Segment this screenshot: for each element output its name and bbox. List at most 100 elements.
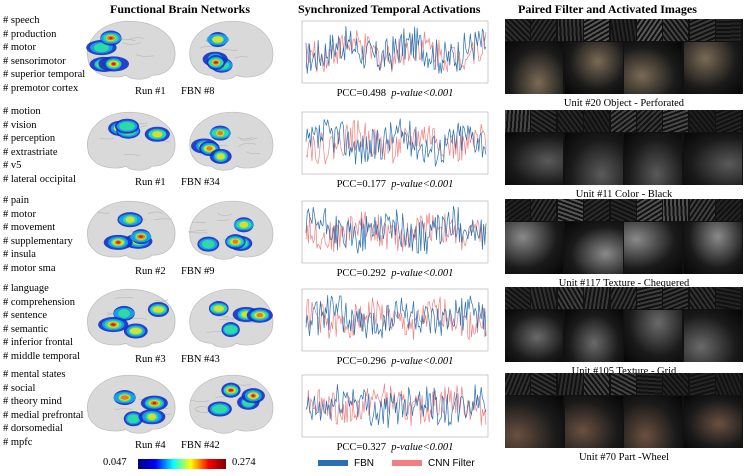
temporal-plot: [300, 111, 490, 179]
pcc-value: PCC=0.177: [336, 179, 386, 190]
term-item: # motion: [3, 106, 41, 117]
filter-tile: [716, 19, 742, 41]
fbn-series: [305, 206, 487, 255]
term-item: # extrastriate: [3, 146, 58, 158]
cnn-filter-series: [305, 296, 487, 341]
term-item: # middle temporal: [3, 350, 80, 362]
activated-image-tile: [505, 310, 563, 362]
term-item: # medial prefrontal: [3, 409, 84, 421]
pcc-value: PCC=0.292: [336, 268, 386, 279]
activated-image-tile: [564, 310, 623, 362]
term-item: # insula: [3, 249, 36, 261]
filter-tile: [584, 373, 610, 395]
activated-image-tile: [564, 42, 623, 94]
brain-views: [80, 196, 280, 274]
activated-image-tile: [683, 396, 742, 448]
legend-cnn-swatch: [392, 460, 422, 467]
colorbar: [138, 459, 226, 469]
filter-tile: [505, 110, 530, 132]
term-list: # language # comprehension # sentence # sem…: [3, 282, 80, 364]
filter-tile: [689, 110, 715, 132]
correlation-stat: PCC=0.327 p-value<0.001: [300, 442, 490, 453]
filter-tile: [610, 199, 636, 221]
plot-frame: [301, 374, 489, 438]
activated-image-tile: [564, 396, 623, 448]
term-list: # mental states # social # theory mind # me…: [3, 368, 83, 450]
filter-image-grid: [505, 373, 743, 448]
legend-cnn-label: CNN Filter: [428, 458, 475, 469]
filter-tile: [531, 110, 557, 132]
fbn-series: [305, 295, 487, 339]
temporal-plot: [300, 200, 490, 268]
pcc-value: PCC=0.327: [336, 442, 386, 453]
brain-left-view: [86, 200, 176, 260]
activated-image-tile: [505, 396, 563, 448]
filter-tile: [637, 373, 662, 395]
brain-views: [80, 370, 280, 448]
cnn-filter-series: [305, 211, 487, 252]
term-item: # supplementary: [3, 235, 73, 247]
activated-image-tile: [624, 396, 682, 448]
term-item: # perception: [3, 133, 56, 145]
filter-tile: [637, 19, 662, 41]
legend-fbn-swatch: [318, 460, 348, 467]
title-filters: Paired Filter and Activated Images: [518, 2, 697, 16]
filter-tile: [663, 19, 689, 41]
brain-views: [80, 284, 280, 362]
filter-tile: [531, 199, 557, 221]
term-item: # social: [3, 382, 36, 394]
fbn-series: [305, 26, 487, 74]
unit-caption: Unit #20 Object - Perforated: [563, 98, 685, 109]
fbn-label: FBN #8: [181, 86, 215, 97]
filter-tile: [557, 199, 583, 221]
term-list: # pain # motor # movement # supplementary # …: [3, 194, 73, 276]
brain-left-view: [86, 374, 176, 434]
correlation-stat: PCC=0.296 p-value<0.001: [300, 356, 490, 367]
term-item: # v5: [3, 160, 22, 172]
filter-tile: [531, 373, 557, 395]
activated-image-tile: [683, 42, 742, 94]
brain-left-view: [86, 20, 176, 80]
pcc-value: PCC=0.296: [336, 356, 386, 367]
filter-tile: [663, 199, 689, 221]
term-item: # movement: [3, 222, 56, 234]
activated-image-tile: [505, 133, 563, 185]
unit-caption: Unit #105 Texture - Grid: [571, 366, 677, 377]
filter-tile: [505, 19, 530, 41]
temporal-plot-svg: [301, 20, 489, 84]
brain-left-view: [86, 288, 176, 348]
term-item: # production: [3, 28, 57, 40]
term-item: # sentence: [3, 310, 48, 322]
filter-tile: [505, 199, 530, 221]
filter-tile: [584, 110, 610, 132]
filter-tile: [689, 19, 715, 41]
pcc-value: PCC=0.498: [336, 88, 386, 99]
legend-cnn: CNN Filter: [392, 458, 475, 470]
filter-tile: [610, 287, 636, 309]
term-item: # premotor cortex: [3, 82, 79, 94]
filter-tile: [716, 287, 742, 309]
term-item: # sensorimotor: [3, 55, 66, 67]
run-label: Run #1: [135, 86, 166, 97]
activated-image-tile: [683, 222, 742, 274]
filter-tile: [557, 110, 583, 132]
legend-fbn: FBN: [318, 458, 374, 470]
run-label: Run #4: [135, 440, 166, 451]
correlation-stat: PCC=0.177 p-value<0.001: [300, 179, 490, 190]
filter-tile: [610, 373, 636, 395]
term-item: # dorsomedial: [3, 423, 63, 435]
filter-image-grid: [505, 19, 743, 94]
filter-tile: [637, 110, 662, 132]
unit-caption: Unit #70 Part -Wheel: [578, 452, 670, 463]
activated-image-tile: [624, 310, 682, 362]
temporal-plot-svg: [301, 374, 489, 438]
run-label: Run #1: [135, 177, 166, 188]
activated-image-tile: [683, 133, 742, 185]
p-value: p-value<0.001: [391, 268, 454, 279]
activated-image-tile: [624, 222, 682, 274]
filter-tile: [584, 19, 610, 41]
activated-image-tile: [505, 222, 563, 274]
unit-caption: Unit #117 Texture - Chequered: [558, 278, 690, 289]
temporal-plot-svg: [301, 111, 489, 175]
activated-image-tile: [683, 310, 742, 362]
